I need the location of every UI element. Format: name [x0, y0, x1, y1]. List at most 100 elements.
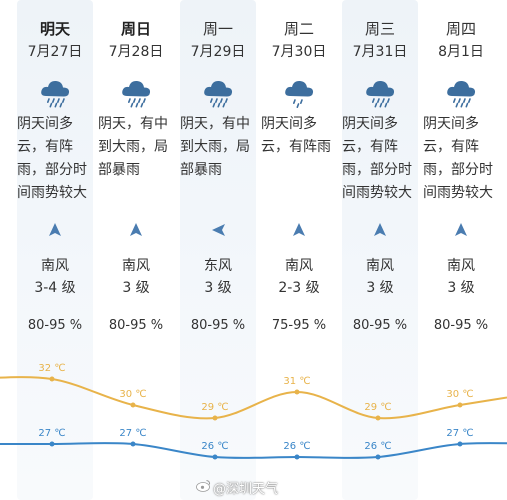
humidity-label: 75-95 %: [271, 318, 327, 333]
low-temp-line: [0, 442, 507, 459]
weather-description: 阴天，有中到大雨，局部暴雨: [98, 113, 178, 182]
humidity-label: 80-95 %: [352, 318, 408, 333]
weather-desc-line: 到大雨，局: [98, 139, 168, 155]
heavy-rain-cloud-icon: [39, 78, 71, 108]
weather-desc-line: 云，有阵: [342, 139, 398, 155]
arrow-up-icon: [129, 222, 143, 238]
wind-level-label: 2-3 级: [278, 280, 320, 296]
weather-description: 阴天间多云，有阵雨，部分时间雨势较大: [423, 113, 503, 205]
date-label: 7月27日: [27, 44, 83, 60]
heavy-rain-cloud-icon: [364, 78, 396, 108]
high-temp-label: 29 ℃: [364, 402, 391, 413]
high-temp-point: [457, 402, 463, 408]
high-temp-point: [375, 415, 381, 421]
weather-desc-line: 到大雨，局: [180, 139, 250, 155]
day-column: 周二 7月30日阴天间多云，有阵雨南风 2-3 级 75-95 %: [261, 0, 337, 500]
weather-desc-line: 云，有阵: [423, 139, 479, 155]
wind-level-label: 3 级: [366, 280, 394, 296]
weather-desc-line: 阴天间多: [261, 116, 317, 132]
low-temp-point: [294, 454, 300, 460]
arrow-up-icon: [454, 222, 468, 238]
arrow-up-icon: [373, 222, 387, 238]
weekday-label: 周三: [364, 20, 395, 38]
low-temp-point: [212, 454, 218, 460]
wind-direction-label: 东风: [204, 258, 232, 274]
arrow-up-icon: [292, 222, 306, 238]
wind-level-label: 3 级: [447, 280, 475, 296]
weekday-label: 周一: [202, 20, 233, 38]
low-temp-point: [130, 441, 136, 447]
weather-desc-line: 阴天，有中: [98, 116, 168, 132]
date-label: 7月30日: [271, 44, 327, 60]
weibo-logo-icon: [196, 480, 211, 492]
low-temp-label: 27 ℃: [38, 428, 65, 439]
weather-description: 阴天，有中到大雨，局部暴雨: [180, 113, 260, 182]
day-column: 周日 7月28日阴天，有中到大雨，局部暴雨南风 3 级 80-95 %: [98, 0, 174, 500]
weather-description: 阴天间多云，有阵雨: [261, 113, 341, 159]
heavy-rain-cloud-icon: [445, 78, 477, 108]
weather-description: 阴天间多云，有阵雨，部分时间雨势较大: [342, 113, 422, 205]
weather-desc-line: 阴天间多: [17, 116, 73, 132]
weather-desc-line: 间雨势较大: [342, 185, 412, 201]
high-temp-label: 32 ℃: [38, 363, 65, 374]
high-temp-label: 30 ℃: [119, 389, 146, 400]
high-temp-point: [49, 376, 55, 382]
low-temp-label: 26 ℃: [201, 441, 228, 452]
high-temp-label: 30 ℃: [446, 389, 473, 400]
humidity-label: 80-95 %: [108, 318, 164, 333]
wind-level-label: 3 级: [122, 280, 150, 296]
day-column: 明天 7月27日阴天间多云，有阵雨，部分时间雨势较大南风 3-4 级 80-95 %: [17, 0, 93, 500]
high-temp-point: [130, 402, 136, 408]
weather-desc-line: 云，有阵: [17, 139, 73, 155]
humidity-label: 80-95 %: [433, 318, 489, 333]
date-label: 7月31日: [352, 44, 408, 60]
humidity-label: 80-95 %: [190, 318, 246, 333]
humidity-label: 80-95 %: [27, 318, 83, 333]
low-temp-label: 27 ℃: [119, 428, 146, 439]
weather-desc-line: 阴天间多: [423, 116, 479, 132]
arrow-left-icon: [211, 222, 225, 238]
weather-desc-line: 阴天，有中: [180, 116, 250, 132]
day-column: 周四 8月1日 阴天间多 云，有阵 雨，部分时 间雨势较大 南风 3 级 80-95 %: [423, 0, 499, 500]
heavy-rain-cloud-icon: [202, 78, 234, 108]
weather-description: 阴天间多云，有阵雨，部分时间雨势较大: [17, 113, 97, 205]
low-temp-point: [375, 454, 381, 460]
low-temp-label: 26 ℃: [364, 441, 391, 452]
rain-cloud-icon: [283, 78, 315, 108]
weather-desc-line: 间雨势较大: [17, 185, 87, 201]
weather-desc-line: 雨，部分时: [342, 162, 412, 178]
high-temp-point: [294, 389, 300, 395]
wind-level-label: 3-4 级: [34, 280, 76, 296]
weather-desc-line: 阴天间多: [342, 116, 398, 132]
low-temp-point: [49, 441, 55, 447]
high-temp-label: 29 ℃: [201, 402, 228, 413]
date-label: 7月29日: [190, 44, 246, 60]
heavy-rain-cloud-icon: [120, 78, 152, 108]
wind-direction-label: 南风: [285, 258, 313, 274]
high-temp-line: [0, 376, 507, 420]
arrow-up-icon: [48, 222, 62, 238]
low-temp-label: 26 ℃: [283, 441, 310, 452]
weather-desc-line: 雨，部分时: [17, 162, 87, 178]
wind-level-label: 3 级: [204, 280, 232, 296]
weekday-label: 周四: [445, 20, 476, 38]
weather-desc-line: 部暴雨: [98, 162, 140, 178]
weekday-label: 明天: [39, 20, 70, 38]
temperature-chart: 32 ℃ 30 ℃ 29 ℃ 31 ℃ 29 ℃ 30 ℃ 27 ℃ 27 ℃ 26 ℃ 26 ℃…: [0, 363, 507, 460]
high-temp-point: [212, 415, 218, 421]
wind-direction-label: 南风: [41, 258, 69, 274]
high-temp-label: 31 ℃: [283, 376, 310, 387]
low-temp-point: [457, 441, 463, 447]
watermark: @深圳天气: [213, 482, 279, 497]
wind-direction-label: 南风: [122, 258, 150, 274]
date-label: 8月1日: [438, 44, 484, 60]
date-label: 7月28日: [108, 44, 164, 60]
wind-direction-label: 南风: [366, 258, 394, 274]
weather-desc-line: 雨，部分时: [423, 162, 493, 178]
weather-desc-line: 云，有阵雨: [261, 139, 331, 155]
low-temp-label: 27 ℃: [446, 428, 473, 439]
weather-desc-line: 部暴雨: [180, 162, 222, 178]
weather-desc-line: 间雨势较大: [423, 185, 493, 201]
weekday-label: 周二: [283, 20, 314, 38]
weekday-label: 周日: [120, 20, 151, 38]
